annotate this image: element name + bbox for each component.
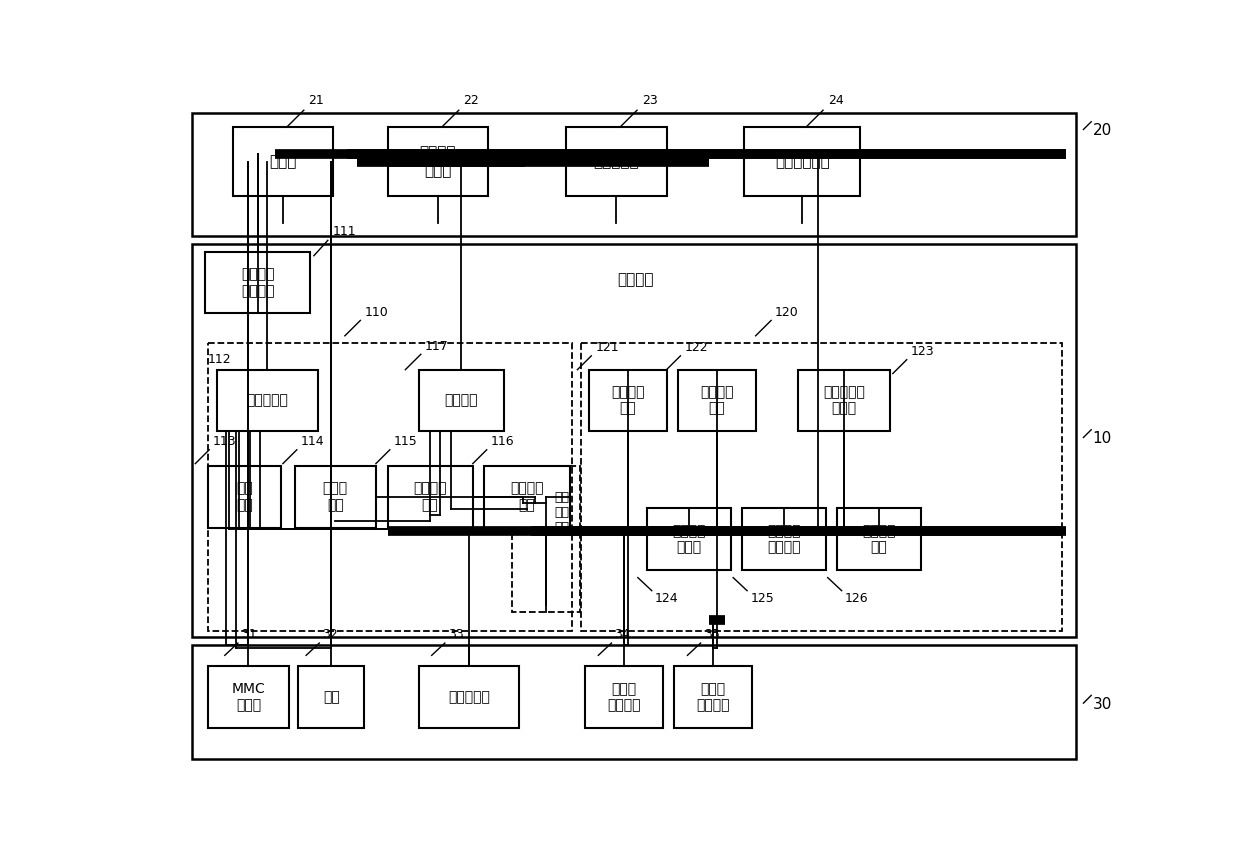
Text: 线路保护
装置: 线路保护 装置: [510, 482, 544, 512]
Text: 114: 114: [301, 435, 325, 448]
Text: 极控制装置: 极控制装置: [247, 394, 289, 407]
Text: 多端协调
控制装置: 多端协调 控制装置: [241, 268, 274, 297]
Text: 接地电阵监
测装置: 接地电阵监 测装置: [823, 386, 866, 415]
Text: 交流场
就地接口: 交流场 就地接口: [696, 681, 730, 712]
Text: MMC
子模块: MMC 子模块: [232, 681, 265, 712]
Text: 32: 32: [322, 629, 339, 642]
Text: 控制总线: 控制总线: [618, 272, 653, 287]
Text: 接口: 接口: [322, 690, 340, 704]
Bar: [192, 244, 1076, 637]
Text: 120: 120: [775, 306, 799, 319]
Text: 126: 126: [844, 592, 868, 605]
Bar: [675, 666, 751, 727]
Text: 35: 35: [704, 629, 719, 642]
Text: 20: 20: [1092, 123, 1112, 139]
Text: 直流场
就地接口: 直流场 就地接口: [608, 681, 641, 712]
Text: 21: 21: [309, 95, 324, 108]
Text: 换流变保
护装置: 换流变保 护装置: [672, 524, 706, 554]
Bar: [743, 508, 826, 570]
Text: 22: 22: [464, 95, 479, 108]
Text: 交流耗能
控制装置: 交流耗能 控制装置: [768, 524, 801, 554]
Text: 直流站控
装置: 直流站控 装置: [611, 386, 645, 415]
Bar: [419, 369, 503, 431]
Text: 110: 110: [365, 306, 388, 319]
Text: 24: 24: [828, 95, 843, 108]
Bar: [206, 252, 310, 314]
Text: 123: 123: [910, 345, 934, 358]
Text: 23: 23: [642, 95, 657, 108]
Text: 31: 31: [241, 629, 257, 642]
Text: 122: 122: [684, 342, 708, 355]
Text: 交流站控
装置: 交流站控 装置: [701, 386, 734, 415]
Text: 33: 33: [448, 629, 464, 642]
Text: 10: 10: [1092, 431, 1112, 447]
Bar: [565, 127, 667, 197]
Text: 安稳控制
装置: 安稳控制 装置: [862, 524, 895, 554]
Bar: [207, 466, 281, 527]
Text: 高频
通信
链路: 高频 通信 链路: [554, 491, 569, 534]
Bar: [419, 666, 520, 727]
Bar: [217, 369, 317, 431]
Text: 交流开关: 交流开关: [444, 394, 477, 407]
Bar: [799, 369, 890, 431]
Text: 30: 30: [1092, 697, 1112, 712]
Text: 111: 111: [332, 225, 356, 238]
Bar: [585, 666, 662, 727]
Text: 115: 115: [394, 435, 418, 448]
Bar: [589, 369, 667, 431]
Text: 117: 117: [424, 340, 449, 353]
Text: 工程师工作站: 工程师工作站: [775, 154, 830, 169]
Text: 服务器: 服务器: [269, 154, 296, 169]
Text: 直流断路器: 直流断路器: [448, 690, 490, 704]
Text: 125: 125: [750, 592, 774, 605]
Text: 母线保护
装置: 母线保护 装置: [413, 482, 446, 512]
Text: 34: 34: [615, 629, 630, 642]
Bar: [678, 369, 755, 431]
Bar: [485, 466, 569, 527]
Bar: [647, 508, 730, 570]
Text: 113: 113: [213, 435, 237, 448]
Bar: [387, 466, 472, 527]
Text: 阀控
装置: 阀控 装置: [236, 482, 253, 512]
Text: 极保护
装置: 极保护 装置: [322, 482, 347, 512]
Bar: [207, 342, 572, 631]
Bar: [207, 666, 289, 727]
Text: 运行人员
工作站: 运行人员 工作站: [419, 146, 456, 178]
Bar: [295, 466, 376, 527]
Text: 112: 112: [207, 353, 232, 366]
Bar: [582, 342, 1061, 631]
Bar: [233, 127, 334, 197]
Bar: [744, 127, 861, 197]
Bar: [837, 508, 920, 570]
Bar: [299, 666, 365, 727]
Text: 121: 121: [595, 342, 619, 355]
Text: 站长工作站: 站长工作站: [593, 154, 639, 169]
Text: 124: 124: [655, 592, 678, 605]
Bar: [192, 114, 1076, 237]
Bar: [192, 644, 1076, 759]
Bar: [387, 127, 489, 197]
Text: 116: 116: [491, 435, 515, 448]
Bar: [511, 466, 580, 612]
